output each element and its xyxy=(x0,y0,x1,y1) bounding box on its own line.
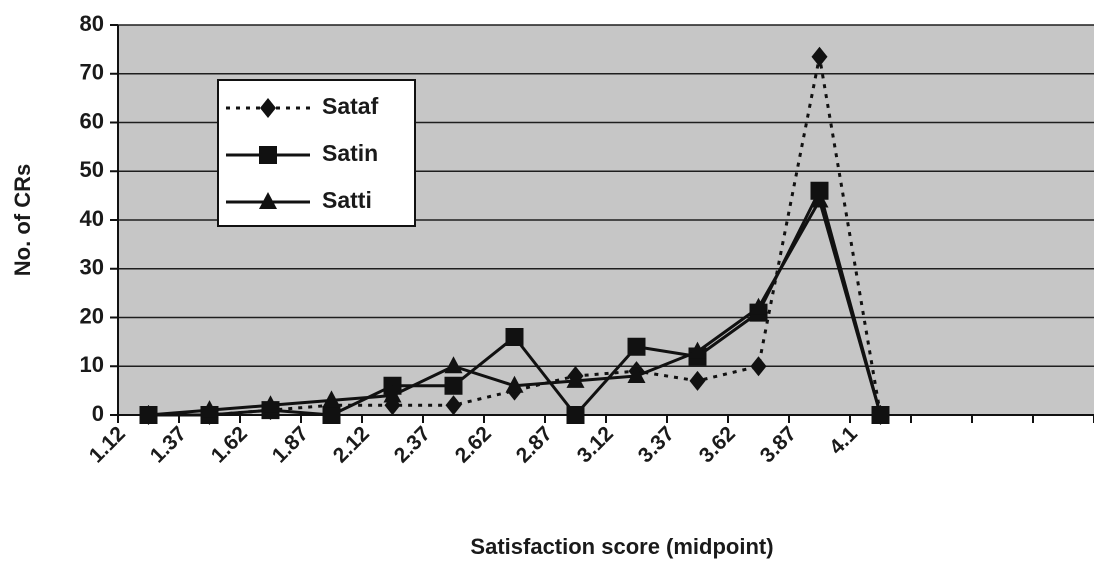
marker xyxy=(749,297,768,315)
x-axis-title: Satisfaction score (midpoint) xyxy=(470,534,773,559)
x-tick-label: 3.62 xyxy=(695,422,740,467)
x-tick-label: 2.37 xyxy=(390,422,435,467)
x-tick-label: 3.37 xyxy=(634,422,679,467)
x-tick-label: 2.12 xyxy=(329,422,374,467)
y-tick-label: 60 xyxy=(80,108,104,133)
legend-label: Satti xyxy=(322,187,372,213)
x-tick-label: 1.62 xyxy=(207,422,252,467)
marker xyxy=(259,192,277,209)
y-tick-label: 20 xyxy=(80,303,104,328)
marker xyxy=(383,385,402,403)
marker xyxy=(566,406,585,424)
marker xyxy=(444,376,463,395)
marker xyxy=(261,395,280,413)
y-tick-label: 70 xyxy=(80,60,104,85)
marker xyxy=(260,98,276,118)
marker xyxy=(566,370,585,388)
marker xyxy=(810,190,829,208)
x-tick-label: 2.87 xyxy=(512,422,557,467)
marker xyxy=(871,405,890,422)
x-tick-label: 3.87 xyxy=(756,422,801,467)
x-tick-label: 1.37 xyxy=(146,422,191,467)
marker xyxy=(200,400,219,418)
x-tick-label: 3.12 xyxy=(573,422,618,467)
marker xyxy=(445,395,462,416)
marker xyxy=(689,370,706,391)
marker xyxy=(688,341,707,359)
y-tick-label: 50 xyxy=(80,157,104,182)
marker xyxy=(811,46,828,67)
legend-box xyxy=(217,79,416,227)
marker xyxy=(750,356,767,377)
y-axis-title: No. of CRs xyxy=(10,164,35,276)
marker xyxy=(627,337,646,356)
y-tick-label: 0 xyxy=(92,401,104,426)
x-tick-label: 4.1 xyxy=(825,422,862,459)
marker xyxy=(322,390,341,408)
marker xyxy=(322,406,341,424)
marker xyxy=(505,375,524,393)
y-tick-label: 80 xyxy=(80,11,104,36)
legend-label: Sataf xyxy=(322,93,379,119)
x-tick-label: 1.87 xyxy=(268,422,313,467)
x-tick-label: 1.12 xyxy=(85,422,130,467)
marker xyxy=(259,146,277,164)
marker xyxy=(139,405,158,422)
y-tick-label: 40 xyxy=(80,206,104,231)
marker xyxy=(444,356,463,374)
legend-label: Satin xyxy=(322,140,378,166)
marker xyxy=(505,328,524,346)
x-tick-label: 2.62 xyxy=(451,422,496,467)
marker xyxy=(627,366,646,383)
y-tick-label: 10 xyxy=(80,352,104,377)
y-tick-label: 30 xyxy=(80,255,104,280)
